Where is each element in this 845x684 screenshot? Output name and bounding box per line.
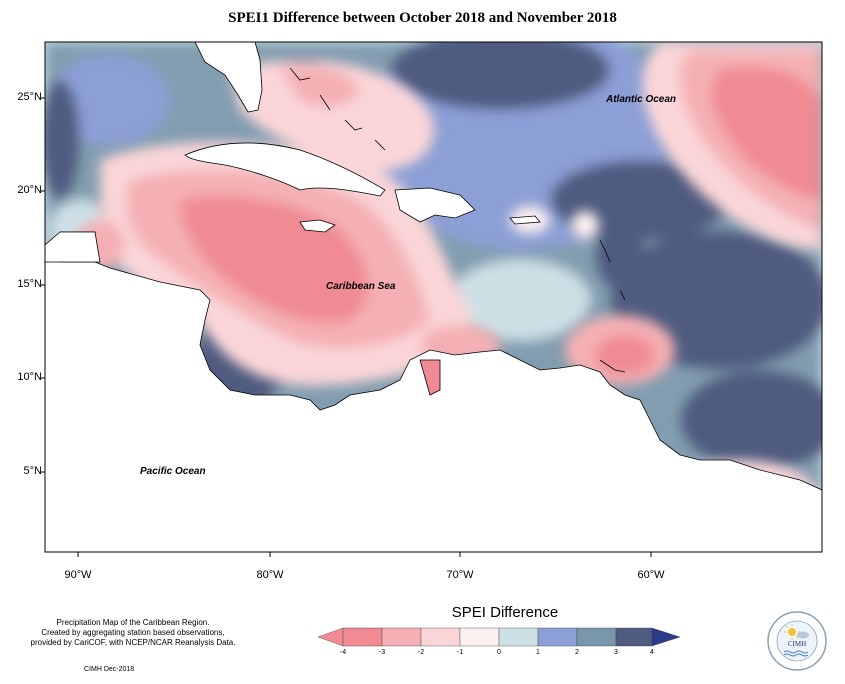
y-axis-label: 5°N: [23, 465, 42, 477]
map-title: SPEI1 Difference between October 2018 an…: [228, 10, 617, 26]
sun-icon: [784, 624, 800, 640]
map-frame: [44, 41, 823, 553]
x-axis-label: 60°W: [637, 569, 665, 581]
cimh-logo: CIMH: [767, 611, 827, 671]
legend-swatch: [381, 627, 422, 647]
legend-arrow-left: [317, 627, 344, 647]
y-ticks: [41, 97, 45, 473]
x-axis-label: 90°W: [64, 569, 92, 581]
legend-tick: -4: [339, 649, 347, 656]
legend-swatch: [342, 627, 383, 647]
x-axis-label: 80°W: [256, 569, 284, 581]
caribbean-sea-label: Caribbean Sea: [326, 281, 396, 292]
legend-tick: 2: [575, 649, 579, 656]
footer-description: Precipitation Map of the Caribbean Regio…: [18, 618, 248, 648]
land-masses: [45, 42, 822, 552]
y-axis-label: 10°N: [17, 371, 42, 383]
legend-tick: -3: [378, 649, 386, 656]
legend-swatch: [420, 627, 461, 647]
footer-line: Created by aggregating station based obs…: [41, 628, 225, 637]
legend-swatch: [498, 627, 539, 647]
legend-tick: 1: [536, 649, 540, 656]
footer-line: Precipitation Map of the Caribbean Regio…: [56, 618, 210, 627]
legend-arrow-right: [651, 627, 681, 647]
legend-tick: 3: [614, 649, 618, 656]
y-axis-label: 20°N: [17, 184, 42, 196]
x-ticks: [77, 552, 652, 557]
cloud-icon: [797, 631, 809, 639]
island-outlines: [289, 67, 626, 373]
legend-tick: -1: [456, 649, 464, 656]
legend-swatch: [459, 627, 500, 647]
spei-field: [45, 42, 822, 552]
legend-title: SPEI Difference: [451, 604, 559, 621]
legend-tick: 0: [497, 649, 501, 656]
logo-text: CIMH: [788, 640, 806, 648]
legend-swatch: [576, 627, 617, 647]
y-axis-label: 15°N: [17, 278, 42, 290]
y-axis-label: 25°N: [17, 91, 42, 103]
wave-icon: [783, 650, 809, 657]
legend-colorbar: [317, 627, 681, 647]
legend-tick: 4: [650, 649, 654, 656]
x-axis-label: 70°W: [446, 569, 474, 581]
pacific-ocean-label: Pacific Ocean: [140, 466, 206, 477]
legend-swatch: [615, 627, 653, 647]
legend-tick: -2: [417, 649, 425, 656]
legend-swatch: [537, 627, 578, 647]
atlantic-ocean-label: Atlantic Ocean: [606, 94, 677, 105]
footer-line: provided by CariCOF, with NCEP/NCAR Rean…: [30, 638, 236, 647]
credit-text: CIMH Dec-2018: [84, 666, 135, 673]
